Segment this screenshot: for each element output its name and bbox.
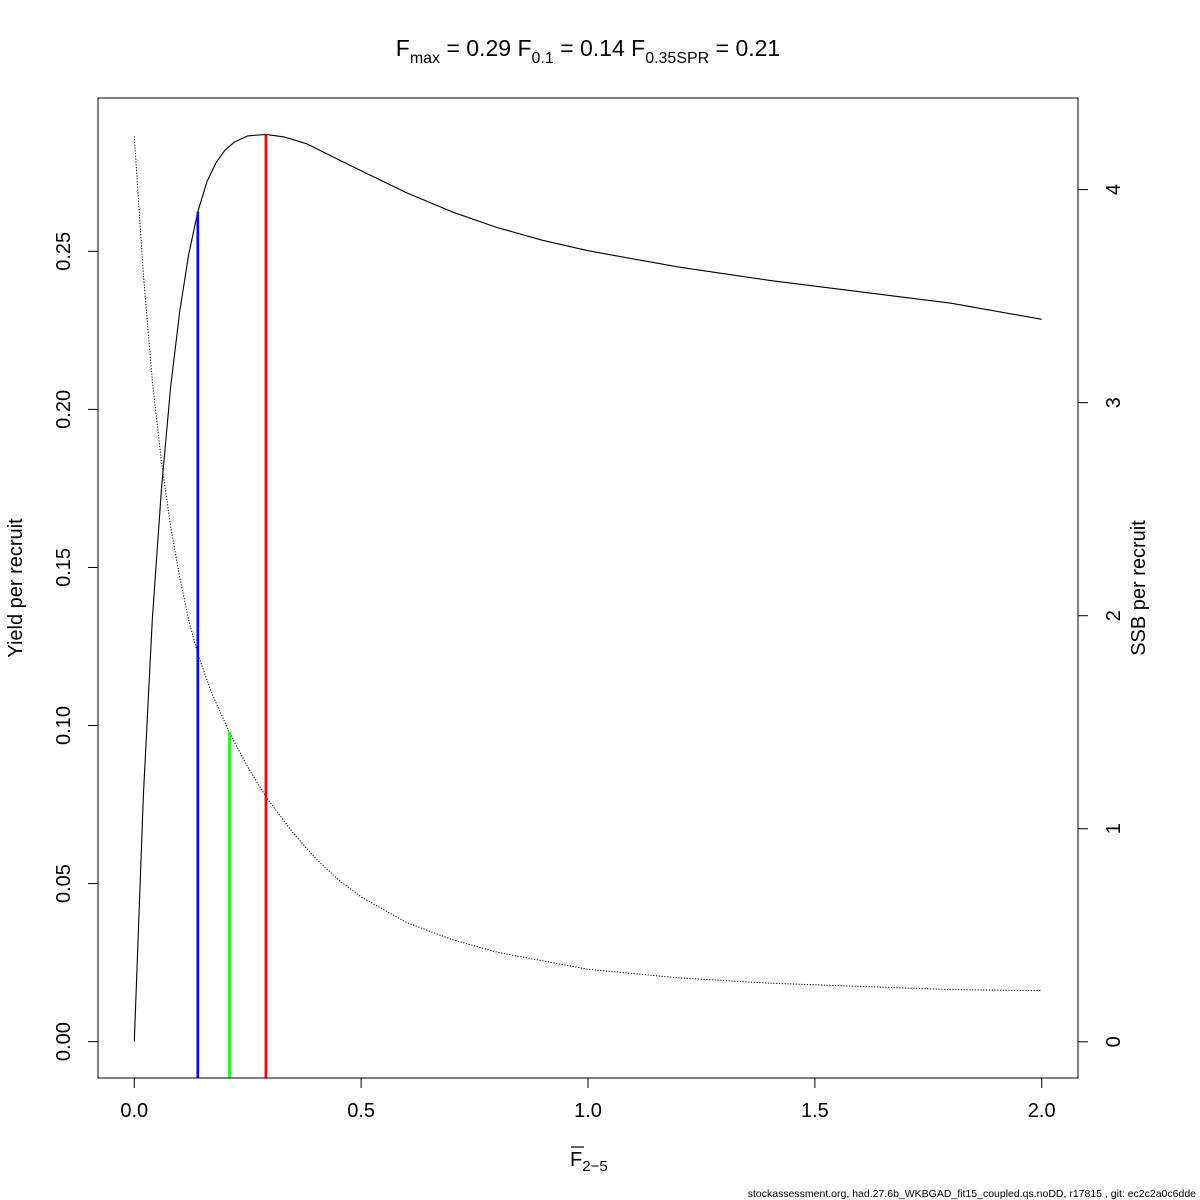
x-tick-label: 2.0 <box>1028 1100 1056 1122</box>
y-axis-right: 0 1 2 3 4 <box>1077 184 1125 1047</box>
series-layer <box>133 133 1042 1042</box>
y-left-tick-label: 0.20 <box>53 390 75 429</box>
ssb-per-recruit-line <box>133 136 1042 992</box>
y-left-tick-label: 0.25 <box>53 232 75 271</box>
svg-text:F2−5: F2−5 <box>570 1149 608 1175</box>
y-left-tick-label: 0.15 <box>53 548 75 587</box>
y-right-tick-label: 4 <box>1103 184 1125 195</box>
y-right-tick-label: 0 <box>1103 1036 1125 1047</box>
y-right-tick-label: 1 <box>1103 823 1125 834</box>
chart-title: Fmax = 0.29 F0.1 = 0.14 F0.35SPR = 0.21 <box>396 35 780 67</box>
x-axis: 0.0 0.5 1.0 1.5 2.0 <box>120 1077 1056 1122</box>
x-tick-label: 0.0 <box>120 1100 148 1122</box>
y-axis-right-label: SSB per recruit <box>1128 520 1150 656</box>
x-tick-label: 0.5 <box>347 1100 375 1122</box>
x-axis-label: F2−5 <box>570 1146 608 1175</box>
y-axis-left: 0.00 0.05 0.10 0.15 0.20 0.25 <box>53 232 99 1061</box>
reference-lines <box>196 134 268 1078</box>
x-tick-label: 1.0 <box>574 1100 602 1122</box>
y-left-tick-label: 0.05 <box>53 864 75 903</box>
y-right-tick-label: 3 <box>1103 397 1125 408</box>
y-right-tick-label: 2 <box>1103 610 1125 621</box>
x-tick-label: 1.5 <box>801 1100 829 1122</box>
plot-frame <box>97 97 1079 1079</box>
y-axis-left-label: Yield per recruit <box>5 518 27 658</box>
y-left-tick-label: 0.10 <box>53 706 75 745</box>
y-left-tick-label: 0.00 <box>53 1022 75 1061</box>
footer-text: stockassessment.org, had.27.6b_WKBGAD_fi… <box>748 1188 1196 1200</box>
yield-per-recruit-line <box>133 133 1042 1042</box>
